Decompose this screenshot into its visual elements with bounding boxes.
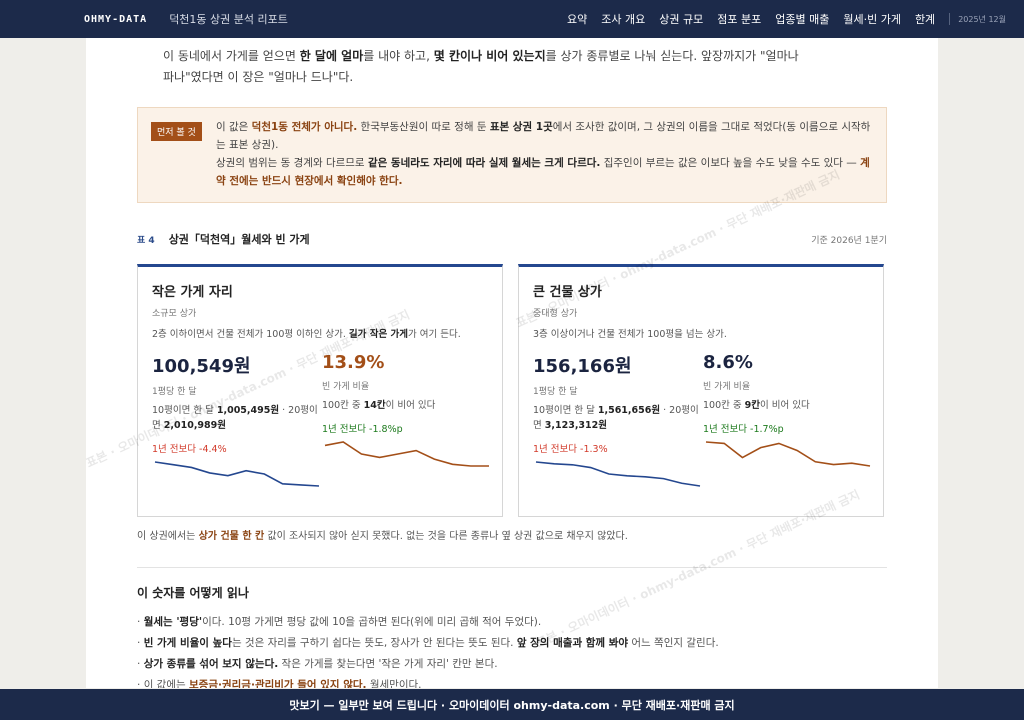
nav-divider [949,13,951,25]
list-item: · 빈 가게 비율이 높다는 것은 자리를 구하기 쉽다는 뜻도, 장사가 안 … [137,637,719,649]
brand-logo[interactable]: OHMY-DATA [84,13,148,25]
card-description: 3층 이상이거나 건물 전체가 100평을 넘는 상가. [533,329,727,340]
card-description: 2층 이하이면서 건물 전체가 100평 이하인 상가. 길가 작은 가게가 여… [152,329,461,340]
table-title: 상권「덕천역」월세와 빈 가게 [168,233,310,246]
reading-guide-list: · 월세는 '평당'이다. 10평 가게면 평당 값에 10을 곱하면 된다(위… [137,612,719,688]
card-large-building: 큰 건물 상가 중대형 상가 3층 이상이거나 건물 전체가 100평을 넘는 … [518,264,884,517]
card-title: 작은 가게 자리 [152,285,233,300]
rent-detail: 10평이면 한 달 1,005,495원 · 20평이면 2,010,989원 [152,405,318,431]
card-title: 큰 건물 상가 [533,285,602,300]
card-metrics: 100,549원 1평당 한 달 10평이면 한 달 1,005,495원 · … [152,352,489,489]
table-heading: 표 4 상권「덕천역」월세와 빈 가게 기준 2026년 1분기 [137,229,887,249]
vacancy-metric: 13.9% 빈 가게 비율 100칸 중 14칸이 비어 있다 1년 전보다 -… [322,352,492,489]
section-divider [137,567,887,568]
card-subtitle: 소규모 상가 [152,309,197,319]
missing-data-note: 이 상권에서는 상가 건물 한 칸 값이 조사되지 않아 싣지 못했다. 없는 … [137,531,628,542]
rent-detail: 10평이면 한 달 1,561,656원 · 20평이면 3,123,312원 [533,405,699,431]
rent-change: 1년 전보다 -1.3% [533,444,608,455]
vacancy-label: 빈 가게 비율 [703,382,751,392]
section-title: 이 숫자를 어떻게 읽나 [137,586,249,600]
list-item: · 월세는 '평당'이다. 10평 가게면 평당 값에 10을 곱하면 된다(위… [137,616,542,628]
list-item: · 이 값에는 보증금·권리금·관리비가 들어 있지 않다. 월세만이다. [137,679,422,688]
vacancy-sparkline [324,441,489,467]
report-date: 2025년 12월 [958,14,1006,24]
rent-sparkline [154,461,320,487]
vacancy-change: 1년 전보다 -1.7%p [703,424,784,435]
rent-value: 156,166원 [533,356,632,377]
nav-menu: 요약 조사 개요 상권 규모 점포 분포 업종별 매출 월세·빈 가게 한계 2… [553,11,1006,27]
rent-label: 1평당 한 달 [533,387,578,397]
nav-item-market-size[interactable]: 상권 규모 [659,13,704,26]
rent-label: 1평당 한 달 [152,387,197,397]
vacancy-change: 1년 전보다 -1.8%p [322,424,403,435]
vacancy-detail: 100칸 중 14칸이 비어 있다 [322,400,436,411]
vacancy-metric: 8.6% 빈 가게 비율 100칸 중 9칸이 비어 있다 1년 전보다 -1.… [703,352,873,489]
card-small-store: 작은 가게 자리 소규모 상가 2층 이하이면서 건물 전체가 100평 이하인… [137,264,503,517]
nav-item-sales-by-industry[interactable]: 업종별 매출 [775,13,830,26]
sparkline-series-line [324,441,489,467]
report-title: 덕천1동 상권 분석 리포트 [169,13,288,26]
top-navigation-bar: OHMY-DATA 덕천1동 상권 분석 리포트 요약 조사 개요 상권 규모 … [0,0,1024,38]
rent-change: 1년 전보다 -4.4% [152,444,227,455]
sparkline-series-line [154,461,320,487]
table-number: 표 4 [137,235,155,246]
intro-paragraph: 이 동네에서 가게를 얻으면 한 달에 얼마를 내야 하고, 몇 칸이나 비어 … [163,49,799,84]
sparkline-series-line [705,441,871,467]
notice-text: 이 값은 덕천1동 전체가 아니다. 한국부동산원이 따로 정해 둔 표본 상권… [216,121,871,187]
notice-badge: 먼저 볼 것 [151,122,202,141]
nav-item-rent-vacancy[interactable]: 월세·빈 가게 [843,13,901,26]
vacancy-label: 빈 가게 비율 [322,382,370,392]
vacancy-sparkline [705,441,871,467]
rent-metric: 156,166원 1평당 한 달 10평이면 한 달 1,561,656원 · … [533,352,703,489]
nav-item-summary[interactable]: 요약 [567,13,588,26]
nav-item-survey-overview[interactable]: 조사 개요 [601,13,646,26]
rent-metric: 100,549원 1평당 한 달 10평이면 한 달 1,005,495원 · … [152,352,322,489]
sparkline-series-line [535,461,701,487]
rent-sparkline [535,461,701,487]
notice-box: 먼저 볼 것 이 값은 덕천1동 전체가 아니다. 한국부동산원이 따로 정해 … [137,107,887,203]
report-page: 이 동네에서 가게를 얻으면 한 달에 얼마를 내야 하고, 몇 칸이나 비어 … [86,38,938,688]
preview-footer: 맛보기 — 일부만 보여 드립니다 · 오마이데이터 ohmy-data.com… [0,689,1024,720]
vacancy-value: 13.9% [322,352,385,373]
card-metrics: 156,166원 1평당 한 달 10평이면 한 달 1,561,656원 · … [533,352,871,489]
rent-value: 100,549원 [152,356,251,377]
nav-item-store-distribution[interactable]: 점포 분포 [717,13,762,26]
card-subtitle: 중대형 상가 [533,309,578,319]
vacancy-detail: 100칸 중 9칸이 비어 있다 [703,400,810,411]
nav-item-limitations[interactable]: 한계 [914,13,936,26]
list-item: · 상가 종류를 섞어 보지 않는다. 작은 가게를 찾는다면 '작은 가게 자… [137,658,498,670]
table-basis-date: 기준 2026년 1분기 [811,235,887,246]
vacancy-value: 8.6% [703,352,753,373]
